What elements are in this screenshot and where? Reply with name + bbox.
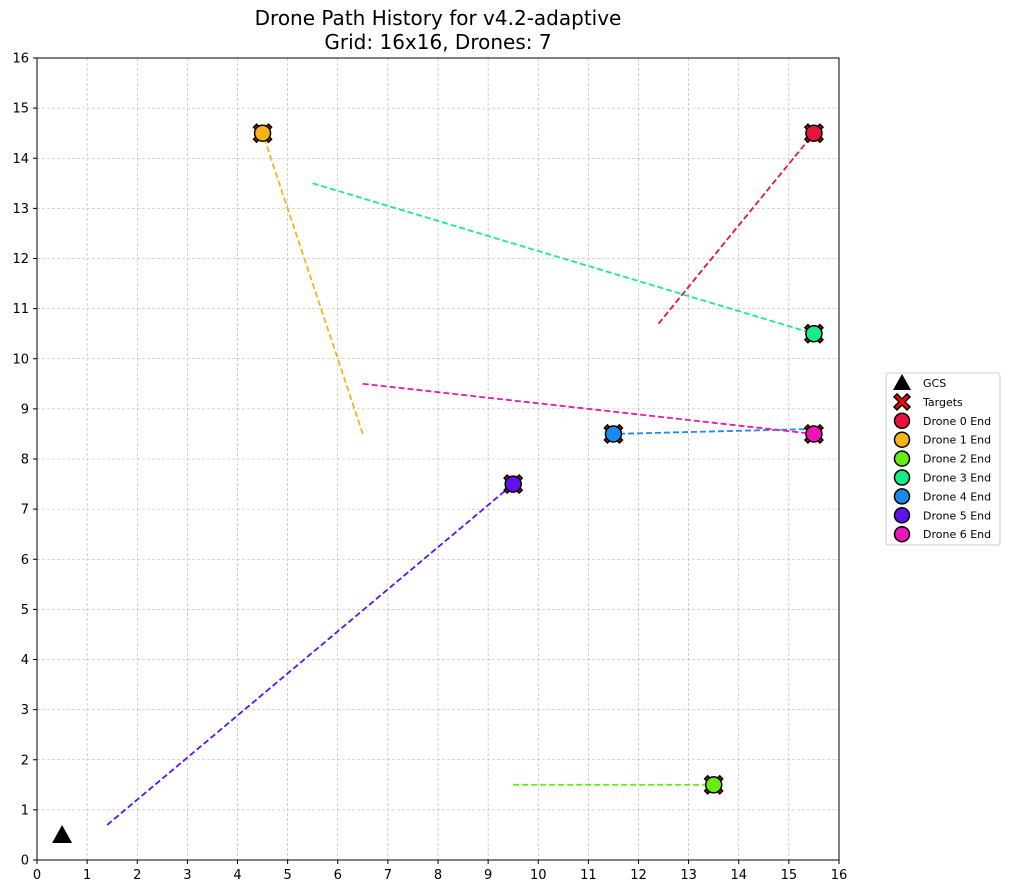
x-tick-label: 3 <box>183 868 191 883</box>
y-tick-label: 15 <box>12 102 29 117</box>
x-tick-label: 15 <box>781 868 798 883</box>
legend-drone-3-label: Drone 3 End <box>923 472 991 485</box>
x-tick-label: 16 <box>831 868 848 883</box>
y-tick-label: 13 <box>12 202 29 217</box>
x-tick-label: 8 <box>434 868 442 883</box>
x-tick-label: 12 <box>630 868 647 883</box>
drone-3-end-marker <box>805 324 823 343</box>
y-tick-label: 12 <box>12 252 29 267</box>
legend-gcs-marker <box>893 374 911 390</box>
legend-targets-marker <box>892 392 912 411</box>
x-tick-label: 6 <box>334 868 342 883</box>
legend-drone-2-label: Drone 2 End <box>923 453 991 466</box>
legend-drone-4-marker <box>893 488 911 505</box>
y-tick-label: 7 <box>21 503 29 518</box>
drone-5-end-marker <box>504 475 522 493</box>
legend-drone-3-marker <box>893 469 911 486</box>
legend-drone-0-label: Drone 0 End <box>923 415 991 428</box>
drone-1-path <box>261 132 364 435</box>
x-tick-label: 9 <box>484 868 492 883</box>
x-tick-label: 10 <box>530 868 547 883</box>
legend: GCS Targets Drone 0 End Drone 1 End Drone 2 … <box>885 372 1001 546</box>
x-tick-label: 13 <box>680 868 697 883</box>
y-tick-label: 5 <box>21 603 29 618</box>
y-tick-label: 1 <box>21 803 29 818</box>
y-tick-label: 3 <box>21 703 29 718</box>
legend-drone-2-marker <box>893 450 911 467</box>
legend-drone-0-marker <box>893 412 911 430</box>
drone-0-end-marker <box>805 124 823 142</box>
drone-paths <box>106 132 815 826</box>
drone-2-end-marker <box>704 776 723 794</box>
drone-3-path <box>312 182 815 335</box>
drone-1-end-marker <box>253 124 272 142</box>
x-tick-label: 5 <box>283 868 291 883</box>
axis-ticks: 0 1 2 3 4 5 6 7 8 9 10 11 12 13 14 15 160123456789101112… <box>12 52 847 884</box>
x-tick-label: 11 <box>580 868 597 883</box>
legend-targets-label: Targets <box>922 396 963 409</box>
legend-drone-1-label: Drone 1 End <box>923 434 991 447</box>
markers <box>52 123 824 843</box>
grid-lines <box>36 57 840 861</box>
drone-4-path <box>613 428 814 435</box>
drone-6-end-marker <box>805 425 823 443</box>
gcs-marker <box>52 824 73 843</box>
x-tick-label: 14 <box>730 868 747 883</box>
legend-drone-1-marker <box>893 431 911 448</box>
x-tick-label: 0 <box>33 868 41 883</box>
x-tick-label: 2 <box>133 868 141 883</box>
legend-drone-5-label: Drone 5 End <box>923 509 991 522</box>
chart-title: Drone Path History for v4.2-adaptive <box>255 6 622 30</box>
drone-5-path <box>106 483 514 826</box>
legend-gcs-label: GCS <box>923 377 946 390</box>
drone-6-path <box>362 382 815 435</box>
y-tick-label: 11 <box>12 302 29 317</box>
x-tick-label: 1 <box>83 868 91 883</box>
legend-drone-5-marker <box>893 507 911 524</box>
drone-4-end-marker <box>604 425 623 443</box>
y-tick-label: 8 <box>21 453 29 468</box>
y-tick-label: 9 <box>21 402 29 417</box>
y-tick-label: 16 <box>12 52 29 67</box>
x-tick-label: 7 <box>384 868 392 883</box>
legend-drone-4-label: Drone 4 End <box>923 490 991 503</box>
x-tick-label: 4 <box>233 868 241 883</box>
y-tick-label: 14 <box>12 152 29 167</box>
legend-drone-6-marker <box>893 525 911 543</box>
legend-drone-6-label: Drone 6 End <box>923 528 991 541</box>
y-tick-label: 0 <box>21 854 29 869</box>
y-tick-label: 2 <box>21 753 29 768</box>
drone-0-path <box>657 132 815 325</box>
chart-subtitle: Grid: 16x16, Drones: 7 <box>324 30 551 54</box>
y-tick-label: 4 <box>21 653 29 668</box>
y-tick-label: 10 <box>12 352 29 367</box>
y-tick-label: 6 <box>21 553 29 568</box>
legend-frame <box>885 372 1001 546</box>
